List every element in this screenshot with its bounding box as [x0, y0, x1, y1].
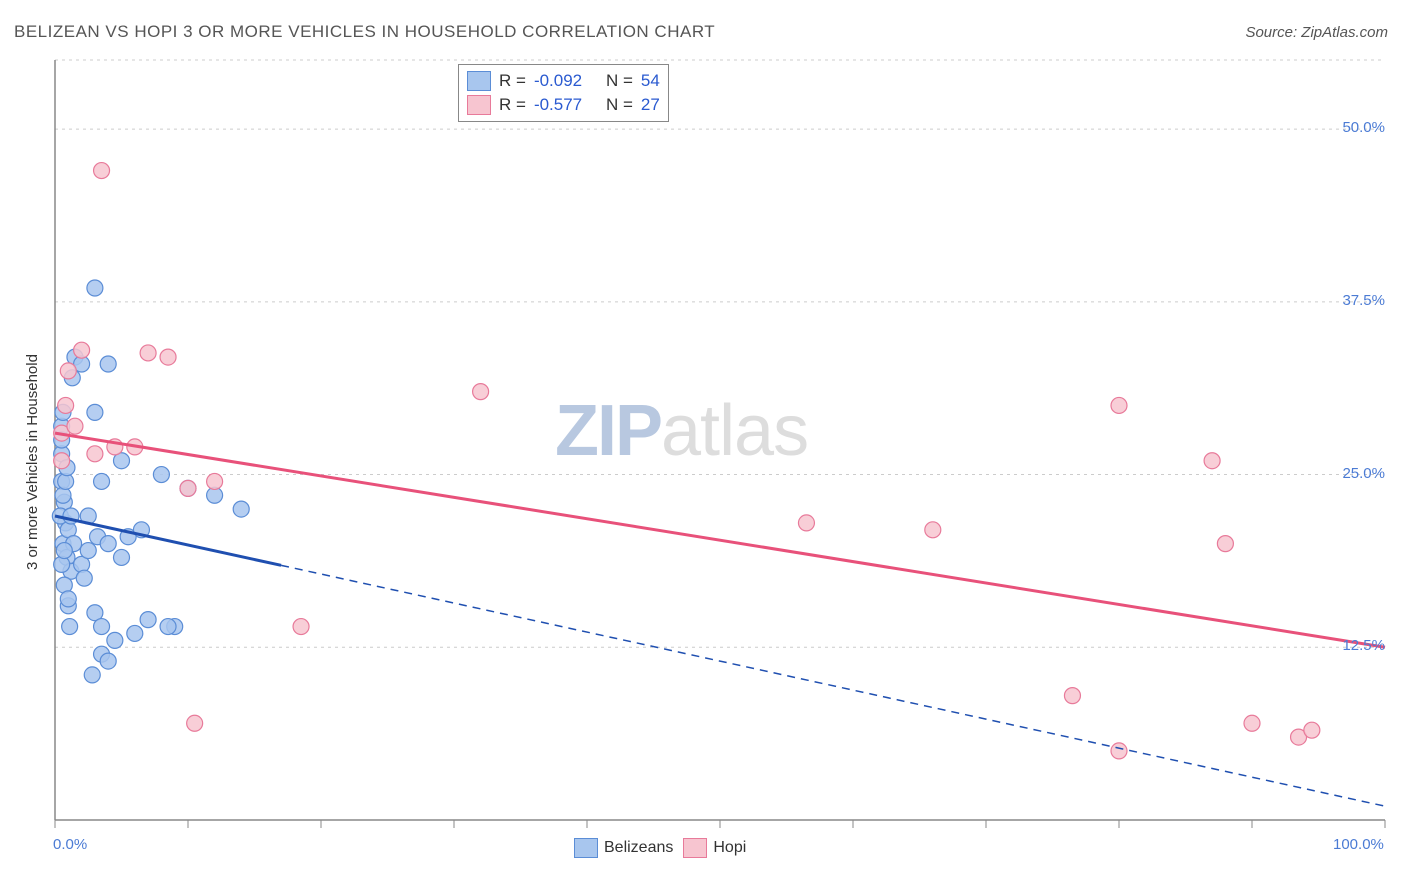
legend-n-label: N =: [606, 71, 633, 91]
x-tick-label: 100.0%: [1333, 836, 1384, 853]
legend-swatch-hopi: [683, 838, 707, 858]
legend-label: Belizeans: [604, 839, 673, 857]
legend-swatch-hopi: [467, 95, 491, 115]
legend-r-label: R =: [499, 95, 526, 115]
legend-row: R = -0.092 N = 54: [467, 69, 660, 93]
legend-n-value: 54: [641, 71, 660, 91]
y-tick-label: 50.0%: [1342, 119, 1385, 136]
legend-r-label: R =: [499, 71, 526, 91]
legend-item-hopi: Hopi: [683, 838, 746, 858]
legend-swatch-belizeans: [467, 71, 491, 91]
y-tick-label: 37.5%: [1342, 292, 1385, 309]
legend-r-value: -0.577: [534, 95, 598, 115]
series-legend: Belizeans Hopi: [574, 838, 746, 858]
legend-item-belizeans: Belizeans: [574, 838, 673, 858]
y-tick-label: 12.5%: [1342, 637, 1385, 654]
y-tick-label: 25.0%: [1342, 465, 1385, 482]
correlation-legend: R = -0.092 N = 54 R = -0.577 N = 27: [458, 64, 669, 122]
scatter-plot: [0, 0, 1406, 892]
legend-label: Hopi: [713, 839, 746, 857]
legend-r-value: -0.092: [534, 71, 598, 91]
legend-swatch-belizeans: [574, 838, 598, 858]
legend-n-value: 27: [641, 95, 660, 115]
x-tick-label: 0.0%: [53, 836, 87, 853]
legend-row: R = -0.577 N = 27: [467, 93, 660, 117]
legend-n-label: N =: [606, 95, 633, 115]
